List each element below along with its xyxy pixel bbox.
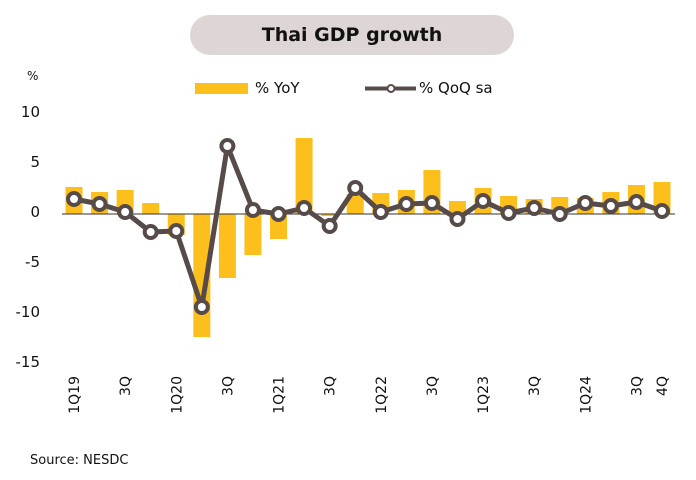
y-tick-label: -10 <box>16 303 41 321</box>
x-tick-label: 3Q <box>629 376 645 396</box>
y-tick-label: -5 <box>25 253 40 271</box>
marker-qoq-1Q19 <box>66 191 82 207</box>
marker-qoq-4Q23 <box>551 206 568 222</box>
marker-qoq-1Q22 <box>372 204 389 220</box>
line-qoq <box>73 143 663 310</box>
legend-marker-qoq <box>386 84 396 93</box>
x-tick-label: 4Q <box>655 376 671 396</box>
x-tick-label: 1Q23 <box>476 376 492 414</box>
bar-yoy-2Q21 <box>295 138 313 214</box>
x-tick-label: 3Q <box>527 376 543 396</box>
bar-yoy-3Q20 <box>218 214 236 278</box>
marker-qoq-4Q20 <box>244 202 261 218</box>
marker-qoq-4Q22 <box>449 211 466 227</box>
bar-yoy-4Q22 <box>448 201 466 214</box>
legend: % YoY % QoQ sa <box>195 79 493 97</box>
chart-title-pill: Thai GDP growth <box>190 15 514 55</box>
x-tick-label: 1Q24 <box>578 376 594 414</box>
marker-qoq-1Q23 <box>475 193 492 209</box>
marker-qoq-2Q20 <box>193 299 210 315</box>
marker-qoq-3Q21 <box>321 218 338 234</box>
legend-swatch-yoy <box>195 83 248 94</box>
marker-qoq-3Q22 <box>423 195 440 211</box>
bar-yoy-4Q21 <box>346 194 364 214</box>
x-tick-label: 3Q <box>118 376 134 396</box>
marker-qoq-3Q24 <box>628 194 645 210</box>
x-tick-label: 1Q21 <box>272 376 288 414</box>
x-tick-label: 3Q <box>323 376 339 396</box>
x-tick-label: 1Q22 <box>374 376 390 414</box>
x-tick-label: 1Q20 <box>169 376 185 414</box>
y-axis-unit: % <box>27 69 38 83</box>
bar-yoy-3Q21 <box>321 214 339 216</box>
legend-label-qoq: % QoQ sa <box>419 79 493 97</box>
marker-qoq-2Q19 <box>91 196 108 212</box>
marker-qoq-3Q19 <box>117 204 134 220</box>
y-tick-label: 5 <box>30 153 40 171</box>
marker-qoq-2Q23 <box>500 205 517 221</box>
marker-qoq-3Q20 <box>219 138 236 154</box>
marker-qoq-1Q24 <box>577 195 594 211</box>
bar-yoy-4Q20 <box>244 214 262 255</box>
x-tick-label: 1Q19 <box>67 376 83 414</box>
marker-qoq-4Q21 <box>347 180 364 196</box>
x-tick-label: 3Q <box>425 376 441 396</box>
marker-qoq-4Q19 <box>142 224 159 240</box>
marker-qoq-2Q24 <box>602 198 619 214</box>
marker-qoq-3Q23 <box>526 200 543 216</box>
y-tick-label: 0 <box>30 203 40 221</box>
marker-qoq-1Q21 <box>270 206 287 222</box>
marker-qoq-2Q21 <box>296 200 313 216</box>
bar-yoy-4Q19 <box>142 203 160 214</box>
marker-qoq-4Q24 <box>654 203 670 219</box>
marker-qoq-1Q20 <box>168 223 185 239</box>
y-tick-label: -15 <box>16 353 41 371</box>
marker-qoq-2Q22 <box>398 196 415 212</box>
chart-title: Thai GDP growth <box>261 24 443 46</box>
y-tick-label: 10 <box>21 103 40 121</box>
legend-label-yoy: % YoY <box>255 79 300 97</box>
source-note: Source: NESDC <box>30 453 129 468</box>
x-tick-label: 3Q <box>220 376 236 396</box>
